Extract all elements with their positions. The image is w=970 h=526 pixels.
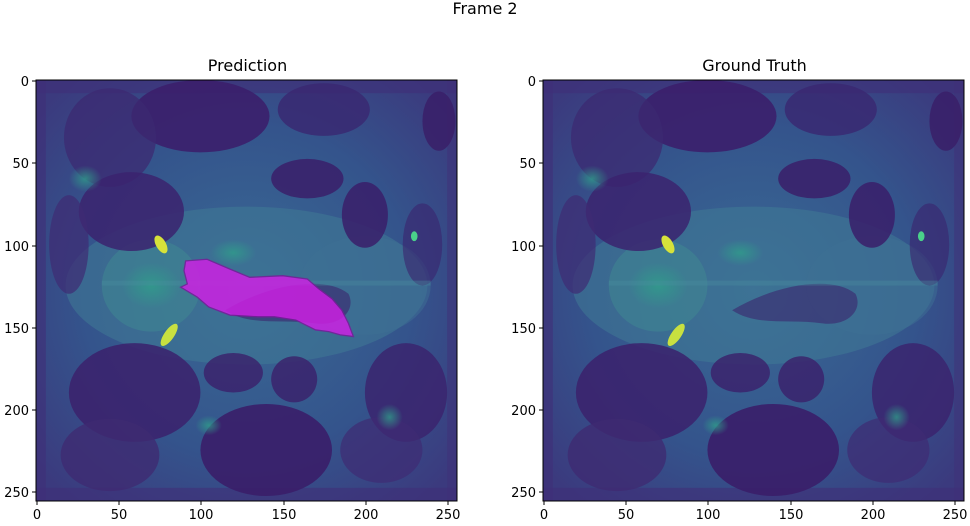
x-tick-label: 50 [111,508,128,523]
x-axis-ground-truth: 0 50 100 150 200 250 [540,501,968,523]
x-tick-label: 250 [436,508,461,523]
panel-title-ground-truth: Ground Truth [702,56,807,75]
y-tick-label: 100 [511,240,536,255]
y-tick-label: 200 [511,404,536,419]
x-tick-label: 0 [33,508,41,523]
x-tick-label: 150 [779,508,804,523]
x-tick-label: 200 [861,508,886,523]
x-tick-label: 0 [540,508,548,523]
mri-image-ground-truth [543,80,964,501]
y-tick-label: 150 [511,322,536,337]
y-tick-label: 0 [528,75,536,90]
panel-title-prediction: Prediction [208,56,287,75]
x-tick-label: 100 [189,508,214,523]
y-tick-label: 50 [12,157,29,172]
x-tick-label: 150 [272,508,297,523]
y-axis-ground-truth: 0 50 100 150 200 250 [511,75,543,501]
x-tick-label: 250 [943,508,968,523]
y-tick-label: 200 [4,404,29,419]
y-tick-label: 250 [511,486,536,501]
segmentation-overlay [179,258,355,338]
y-tick-label: 250 [4,486,29,501]
figure-title: Frame 2 [452,0,517,18]
x-tick-label: 50 [618,508,635,523]
y-axis-prediction: 0 50 100 150 200 250 [4,75,36,501]
axes-frame-ground-truth [542,79,965,502]
y-tick-label: 0 [21,75,29,90]
x-tick-label: 200 [354,508,379,523]
y-tick-label: 50 [519,157,536,172]
x-axis-prediction: 0 50 100 150 200 250 [33,501,461,523]
panel-ground-truth: Ground Truth 0 50 100 150 200 250 [511,56,967,523]
y-tick-label: 100 [4,240,29,255]
panel-prediction: Prediction 0 50 100 150 200 250 [4,56,460,523]
x-tick-label: 100 [696,508,721,523]
y-tick-label: 150 [4,322,29,337]
mri-image-prediction [36,80,457,501]
axes-frame-prediction [35,79,458,502]
